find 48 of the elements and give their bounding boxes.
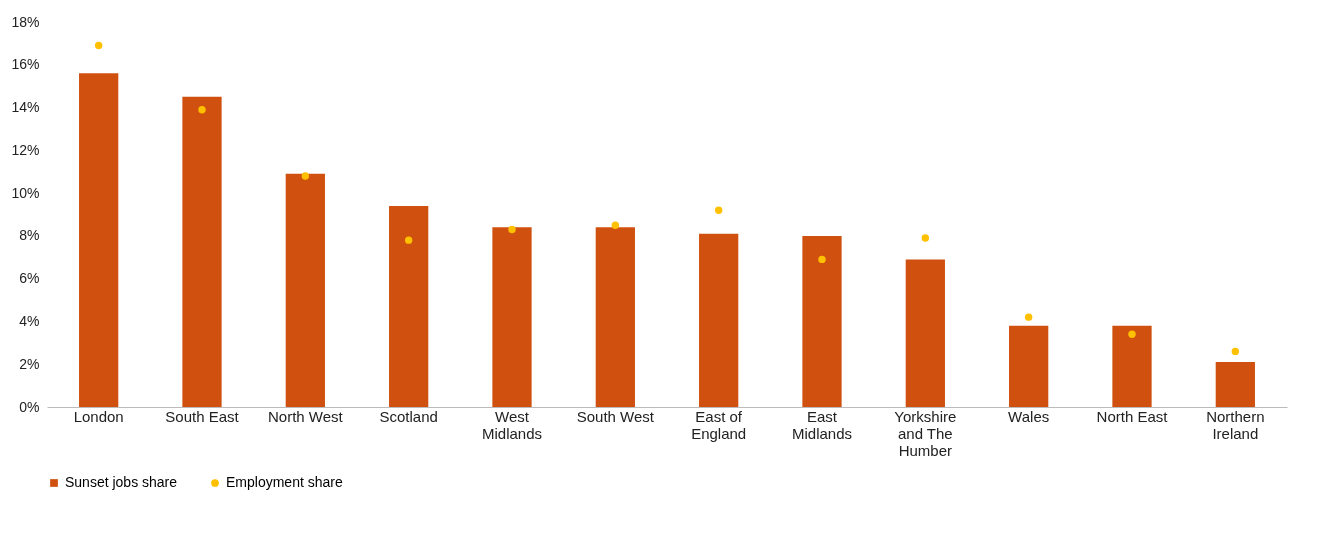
x-tick-label: South West bbox=[576, 407, 655, 425]
point bbox=[1128, 330, 1136, 338]
bar bbox=[699, 233, 739, 407]
x-tick-label: North West bbox=[267, 407, 344, 425]
x-tick-label: East Midlands bbox=[791, 407, 853, 442]
bar bbox=[802, 235, 842, 407]
bar bbox=[492, 227, 532, 407]
x-tick-label: Yorkshire and The Humber bbox=[894, 407, 957, 459]
y-tick-label: 16% bbox=[11, 56, 40, 73]
legend-label: Sunset jobs share bbox=[65, 474, 178, 490]
bar bbox=[389, 205, 429, 407]
y-tick-label: 4% bbox=[19, 312, 40, 329]
bar bbox=[905, 259, 945, 407]
x-tick-label: North East bbox=[1096, 407, 1169, 425]
point bbox=[301, 172, 310, 180]
bar bbox=[182, 96, 222, 407]
x-tick-label: Wales bbox=[1008, 407, 1050, 425]
point bbox=[198, 105, 206, 114]
bar bbox=[1215, 362, 1255, 407]
y-tick-label: 14% bbox=[11, 99, 40, 116]
bar bbox=[285, 173, 325, 407]
legend-label: Employment share bbox=[226, 474, 343, 490]
point bbox=[714, 206, 723, 214]
bar bbox=[1009, 325, 1049, 407]
bar bbox=[1112, 325, 1152, 407]
point bbox=[94, 41, 103, 50]
x-tick-label: Scotland bbox=[379, 407, 438, 425]
point bbox=[818, 255, 826, 264]
y-tick-label: 0% bbox=[19, 398, 40, 415]
y-tick-label: 12% bbox=[11, 141, 40, 158]
y-tick-label: 10% bbox=[11, 184, 40, 201]
point bbox=[404, 236, 413, 244]
y-tick-label: 6% bbox=[19, 270, 40, 287]
y-tick-label: 8% bbox=[19, 227, 40, 244]
point bbox=[1231, 347, 1240, 356]
x-tick-label: Northern Ireland bbox=[1206, 407, 1265, 442]
y-tick-label: 2% bbox=[19, 355, 40, 372]
point bbox=[508, 225, 516, 234]
bar bbox=[595, 227, 635, 407]
x-tick-label: London bbox=[73, 407, 124, 425]
point bbox=[1024, 313, 1033, 321]
point bbox=[921, 234, 930, 242]
point bbox=[611, 221, 620, 229]
x-tick-label: East of England bbox=[691, 407, 747, 442]
x-tick-label: West Midlands bbox=[481, 407, 543, 442]
x-tick-label: South East bbox=[165, 407, 240, 425]
bar bbox=[79, 73, 119, 407]
y-tick-label: 18% bbox=[11, 13, 40, 30]
